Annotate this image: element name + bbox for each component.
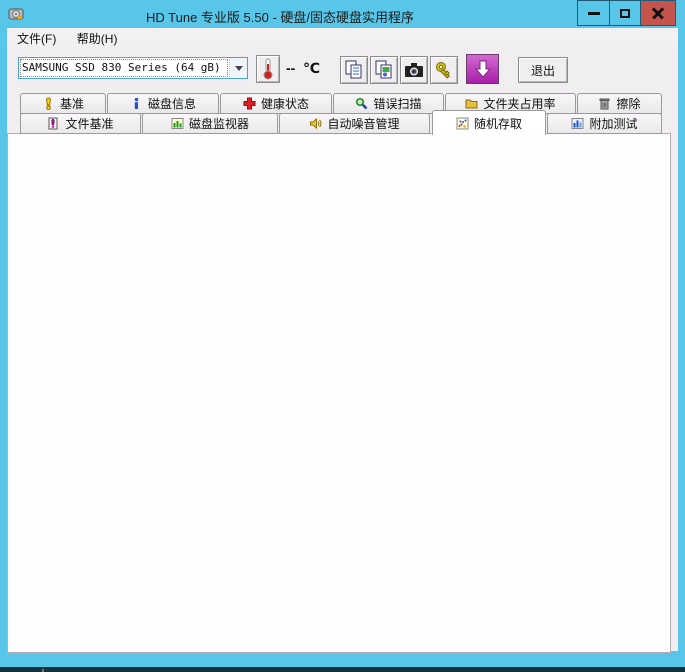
tab-label: 擦除 [616,97,641,111]
tab-label: 错误扫描 [373,97,422,111]
erase-icon [599,98,610,110]
temperature-button[interactable] [256,55,280,83]
copy-report-button[interactable] [340,56,368,84]
chevron-down-icon [234,65,243,71]
window-border-left [0,28,7,651]
window-border-right [678,28,685,651]
app-harddisk-icon [8,6,24,22]
extra-tests-icon [571,118,584,129]
copy-screenshot-button[interactable] [370,56,398,84]
tab-label: 健康状态 [260,97,309,111]
disk-info-icon [134,97,139,109]
copy-report-icon [345,60,362,79]
minimize-button[interactable] [577,0,610,26]
tab-benchmark[interactable]: 基准 [20,93,106,114]
tab-label: 磁盘监视器 [188,117,249,131]
tab-health[interactable]: 健康状态 [220,93,332,114]
tab-label: 附加测试 [589,117,638,131]
tab-label: 文件夹占用率 [483,97,556,111]
tab-acoustic-management[interactable]: 自动噪音管理 [279,113,430,134]
tab-erase[interactable]: 擦除 [577,93,662,114]
drive-select[interactable]: SAMSUNG SSD 830 Series (64 gB) [18,57,248,79]
benchmark-icon [46,97,51,110]
window-border-bottom [0,651,685,667]
tab-label: 文件基准 [65,117,114,131]
camera-button[interactable] [400,56,428,84]
random-access-page [7,133,671,653]
file-benchmark-icon [48,117,58,130]
series-checkbox[interactable] [42,669,44,672]
title-bar [0,0,685,28]
tab-label: 磁盘信息 [147,97,196,111]
temperature-unit: ℃ [303,60,320,76]
menu-help[interactable]: 帮助(H) [76,32,118,46]
update-icon [474,60,491,78]
health-icon [243,97,256,110]
random-access-icon [456,117,469,129]
tab-label: 基准 [59,97,84,111]
update-button[interactable] [466,54,499,84]
options-button[interactable] [430,56,458,84]
tab-disk-info[interactable]: 磁盘信息 [107,93,219,114]
tab-label: 自动噪音管理 [327,117,400,131]
copy-screenshot-icon [375,60,392,79]
exit-button[interactable]: 退出 [518,57,568,83]
drive-select-arrow[interactable] [229,58,247,78]
close-icon [652,7,664,20]
folder-usage-icon [465,99,478,109]
minimize-icon [587,11,600,15]
maximize-icon [620,8,630,18]
disk-monitor-icon [171,118,184,129]
menu-file[interactable]: 文件(F) [17,32,57,46]
maximize-button[interactable] [609,0,641,26]
thermometer-icon [263,58,273,80]
acoustic-icon [310,117,322,130]
tab-error-scan[interactable]: 错误扫描 [333,93,444,114]
temperature-value: -- [286,60,296,76]
close-button[interactable] [640,0,676,26]
error-scan-icon [356,97,368,110]
window-title: HD Tune 专业版 5.50 - 硬盘/固态硬盘实用程序 [146,10,414,25]
menu-bar: 文件(F) 帮助(H) [7,28,678,47]
exit-button-label: 退出 [530,63,555,78]
tab-label: 随机存取 [473,116,522,131]
screen-edge [0,667,685,672]
tab-disk-monitor[interactable]: 磁盘监视器 [142,113,278,134]
tab-extra-tests[interactable]: 附加测试 [547,113,662,134]
tab-random-access[interactable]: 随机存取 [432,110,546,135]
drive-select-value: SAMSUNG SSD 830 Series (64 gB) [19,58,229,78]
camera-icon [405,63,423,77]
options-keys-icon [436,62,451,79]
tab-file-benchmark[interactable]: 文件基准 [20,113,141,134]
